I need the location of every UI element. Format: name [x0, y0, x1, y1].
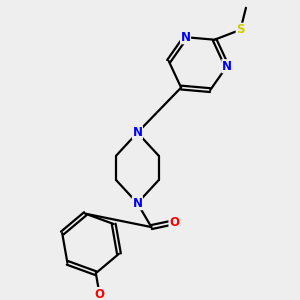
Text: N: N [181, 31, 190, 44]
Text: O: O [169, 216, 179, 229]
Text: N: N [132, 126, 142, 139]
Text: N: N [222, 60, 232, 73]
Text: S: S [236, 23, 245, 36]
Text: O: O [94, 287, 104, 300]
Text: N: N [132, 197, 142, 210]
